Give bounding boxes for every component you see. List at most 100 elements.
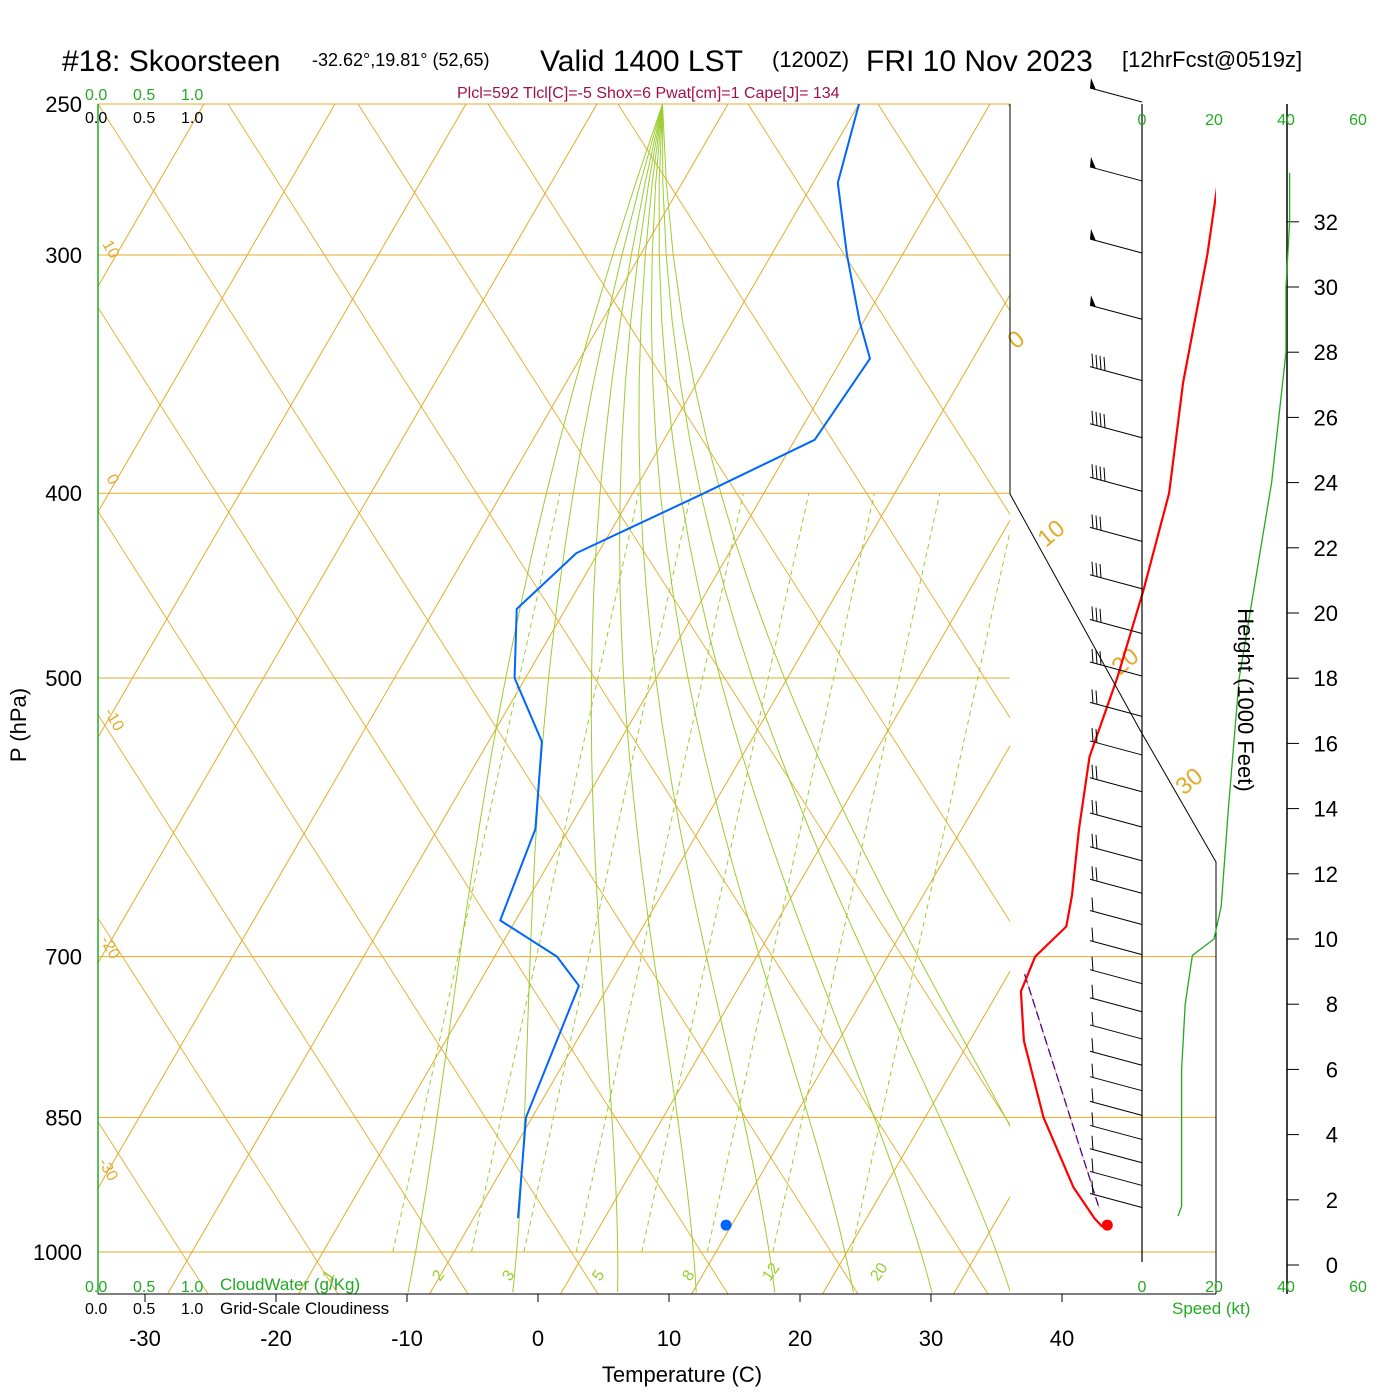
chart-title-valid: Valid 1400 LST: [540, 45, 743, 78]
speed-bottom-tick: 0: [1138, 1279, 1147, 1296]
wind-barb: [1089, 727, 1143, 756]
moist-adiabat-line: [658, 104, 933, 1293]
wind-barb-flag: [1090, 156, 1096, 169]
pressure-tick-label: 300: [45, 243, 82, 268]
height-tick-label: 4: [1326, 1123, 1338, 1148]
cloudiness-bottom-tick: 0.5: [133, 1301, 155, 1318]
pressure-tick-label: 850: [45, 1105, 82, 1130]
wind-barb: [1089, 1112, 1143, 1140]
profiles-clipped: [499, 104, 1216, 1228]
chart-title-coords: -32.62°,19.81° (52,65): [312, 50, 490, 70]
temperature-tick-label: 30: [919, 1326, 943, 1351]
wind-barb-shaft: [1089, 701, 1143, 717]
wind-barb-shaft: [1089, 846, 1143, 862]
height-tick-label: 32: [1314, 210, 1338, 235]
height-tick-label: 22: [1314, 536, 1338, 561]
chart-title-station: #18: Skoorsteen: [62, 45, 280, 78]
wind-barb-feather: [1095, 650, 1098, 665]
dry-adiabat-line: [98, 713, 469, 1294]
wind-barb-feather: [1091, 410, 1094, 425]
profiles-layer: [499, 104, 1216, 1231]
wind-barb-feather: [1095, 834, 1098, 849]
wind-barb-shaft: [1089, 476, 1143, 492]
wind-barb-feather: [1091, 1063, 1094, 1078]
wind-barb: [1089, 648, 1143, 677]
wind-barb-flag: [1090, 78, 1096, 90]
height-tick-label: 14: [1314, 797, 1338, 822]
mixing-ratio-label: 20: [867, 1260, 891, 1284]
mixing-ratio-line: [392, 493, 561, 1253]
speed-bottom-tick: 60: [1349, 1279, 1367, 1296]
mixing-ratio-line: [706, 493, 875, 1253]
dry-adiabat-line: [227, 104, 989, 1294]
wind-barb: [1089, 1063, 1143, 1092]
wind-barb-feather: [1095, 728, 1098, 744]
wind-speed-line: [1177, 172, 1291, 1217]
wind-barb: [1089, 514, 1143, 542]
cloudwater-top-tick: 0.5: [133, 87, 155, 104]
frame-layer: [97, 104, 1288, 1295]
wind-barb-shaft: [1089, 997, 1143, 1013]
cloudiness-top-tick: 0.5: [133, 110, 155, 127]
height-tick-label: 6: [1326, 1057, 1338, 1082]
wind-barb-feather: [1091, 514, 1094, 529]
dry-adiabat-line: [98, 1120, 209, 1294]
dry-adiabat-line: [98, 510, 599, 1294]
pressure-tick-label: 700: [45, 945, 82, 970]
cloudwater-top-tick: 1.0: [181, 87, 203, 104]
cloudiness-top-tick: 0.0: [85, 110, 107, 127]
speed-top-tick: 60: [1349, 112, 1367, 129]
height-tick-label: 8: [1326, 992, 1338, 1017]
dry-adiabat-line: [98, 917, 339, 1294]
mixing-ratio-line: [575, 493, 744, 1253]
wind-barb: [1089, 764, 1143, 793]
wind-barb-feather: [1103, 467, 1106, 482]
height-tick-label: 28: [1314, 340, 1338, 365]
mixing-ratio-line: [850, 529, 1010, 1253]
wind-barb: [1089, 1088, 1143, 1116]
temperature-tick-label: 0: [532, 1326, 544, 1351]
isotherm-label: 10: [99, 238, 123, 262]
wind-barb-feather: [1095, 411, 1098, 426]
moist-adiabat-line: [650, 104, 854, 1293]
wind-barb-feather: [1099, 608, 1102, 623]
moist-adiabat-line: [512, 104, 663, 1293]
wind-barb-shaft: [1089, 812, 1143, 828]
mixing-ratio-label: 2: [429, 1267, 448, 1284]
wind-barb-feather: [1095, 801, 1098, 816]
wind-barb: [1089, 984, 1143, 1013]
wind-barb-feather: [1095, 690, 1098, 705]
parcel-path-line: [1024, 973, 1101, 1210]
pressure-tick-label: 250: [45, 92, 82, 117]
wind-barb-feather: [1091, 689, 1094, 704]
grid-clipped: [98, 104, 1400, 1371]
isotherm-line: [428, 294, 1010, 1294]
wind-barb-shaft: [1089, 1170, 1143, 1186]
pressure-tick-label: 1000: [33, 1240, 82, 1265]
wind-barb-shaft: [1089, 304, 1143, 320]
wind-barb: [1089, 866, 1143, 894]
isotherm-line: [98, 104, 598, 964]
wind-barb: [1089, 833, 1143, 862]
wind-barb: [1089, 78, 1143, 103]
height-tick-label: 2: [1326, 1188, 1338, 1213]
mixing-ratio-line: [772, 493, 941, 1253]
isotherm-line: [98, 104, 336, 513]
surface-temperature-marker: [1101, 1219, 1113, 1231]
speed-axis-label: Speed (kt): [1172, 1299, 1250, 1318]
y-axis-label: P (hPa): [6, 688, 31, 762]
speed-top-tick: 0: [1138, 112, 1147, 129]
isotherm-line: [1040, 104, 1400, 1371]
wind-barb-feather: [1103, 414, 1106, 429]
wind-barb-shaft: [1089, 740, 1143, 756]
cloudiness-bottom-tick: 0.0: [85, 1301, 107, 1318]
wind-barb: [1089, 1011, 1143, 1040]
dry-adiabat-line: [1007, 104, 1010, 108]
wind-barb-feather: [1095, 465, 1098, 480]
wind-barb-feather: [1091, 727, 1094, 742]
wind-barb-feather: [1091, 1038, 1094, 1053]
parcel-path-shadow: [1024, 974, 1101, 1210]
wind-barb-shaft: [1089, 940, 1143, 956]
wind-barb-feather: [1095, 607, 1098, 622]
pressure-tick-label: 500: [45, 666, 82, 691]
